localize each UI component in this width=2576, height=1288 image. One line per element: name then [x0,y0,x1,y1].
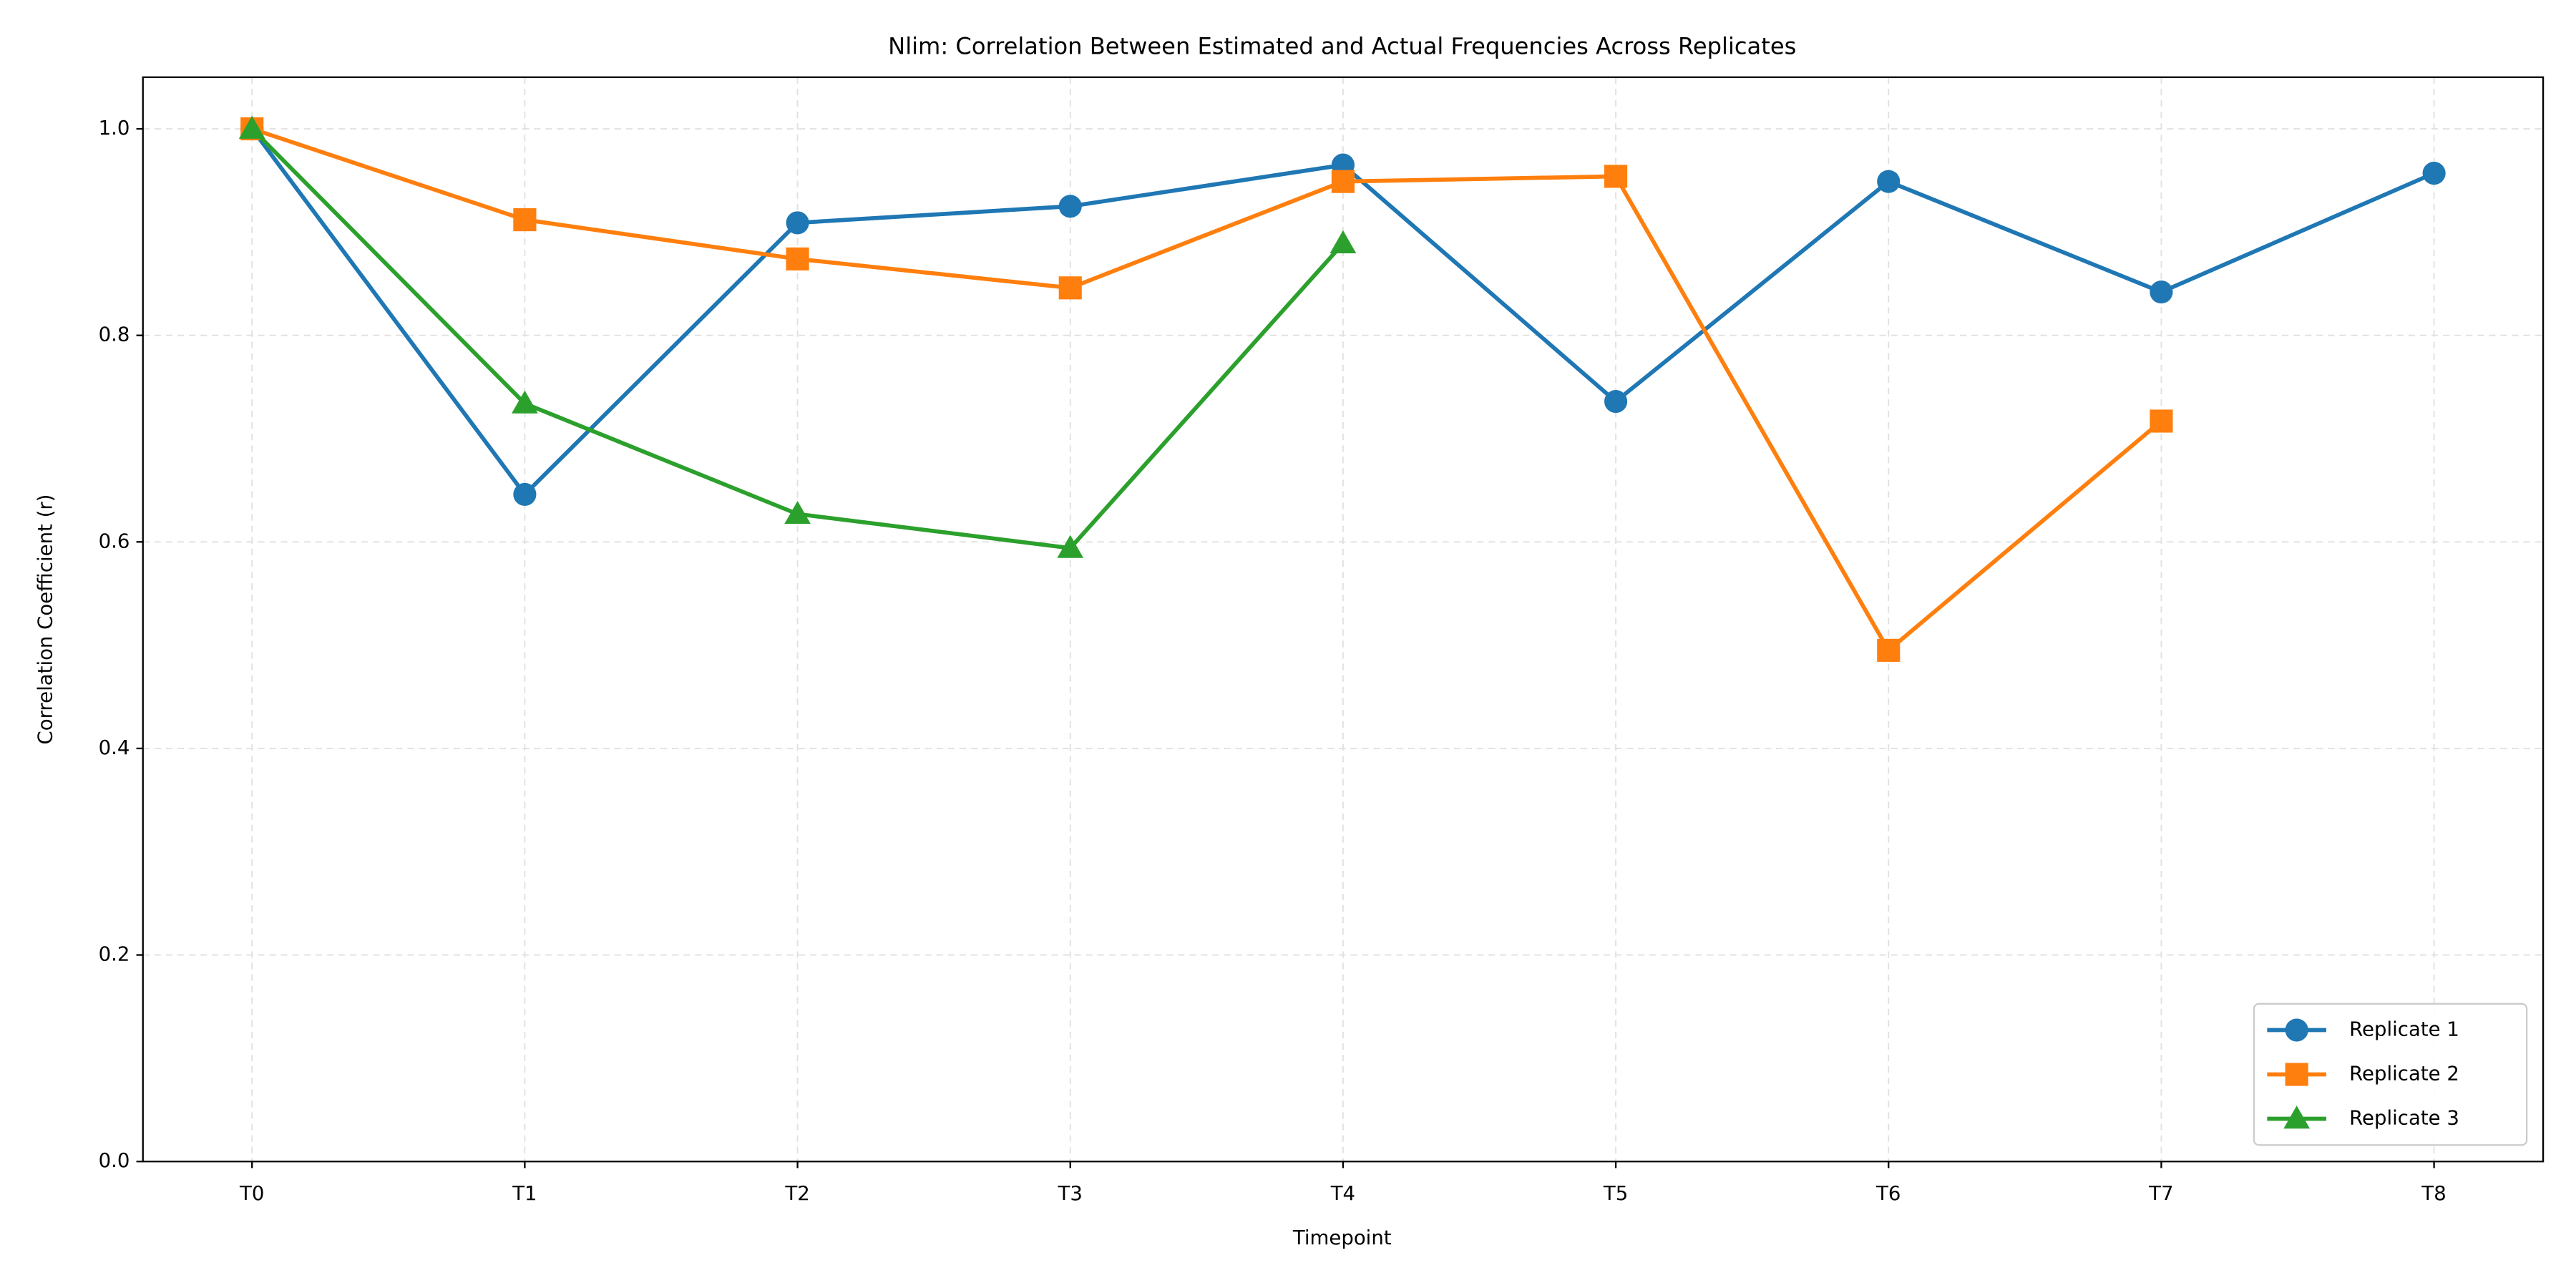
marker [1331,170,1355,193]
marker [2150,280,2173,304]
series-line [251,127,2163,654]
legend-label: Replicate 3 [2349,1107,2459,1130]
chart-title: Nlim: Correlation Between Estimated and … [888,33,1796,60]
x-tick-label: T7 [2148,1182,2173,1205]
marker [512,390,538,414]
x-axis-label: Timepoint [1292,1226,1392,1249]
marker [238,115,265,139]
x-tick-label: T8 [2421,1182,2446,1205]
x-tick-label: T3 [1058,1182,1083,1205]
x-tick-label: T6 [1875,1182,1901,1205]
marker [786,247,809,270]
marker [1330,230,1357,254]
x-tick-label: T5 [1603,1182,1628,1205]
marker [1604,165,1628,188]
marker [1877,638,1901,662]
marker [2285,1018,2308,1042]
marker [784,500,811,525]
y-axis-label: Correlation Coefficient (r) [34,494,57,745]
legend-label: Replicate 1 [2349,1018,2459,1041]
x-tick-label: T4 [1330,1182,1355,1205]
x-tick-label: T0 [239,1182,264,1205]
marker [1058,276,1082,300]
marker [2283,1106,2311,1129]
y-tick-label: 0.0 [99,1149,130,1172]
legend-label: Replicate 2 [2349,1063,2459,1085]
marker [2150,409,2173,433]
y-tick-label: 0.8 [99,323,130,346]
marker [1057,535,1084,558]
y-tick-label: 0.2 [99,943,130,966]
x-tick-label: T2 [784,1182,809,1205]
x-tick-label: T1 [512,1182,537,1205]
plot-frame [142,76,2545,1163]
legend: Replicate 1 Replicate 2 Replicate 3 [2253,1002,2528,1146]
y-tick-label: 0.4 [99,736,130,759]
marker [1877,170,1901,193]
marker [513,482,537,507]
legend-box [2253,1002,2528,1146]
y-tick-label: 1.0 [99,117,130,140]
marker [786,211,809,235]
marker [2285,1063,2308,1086]
y-tick-label: 0.6 [99,530,130,552]
marker [513,208,537,232]
marker [1058,195,1082,218]
marker [2422,162,2446,185]
marker [1604,389,1628,414]
